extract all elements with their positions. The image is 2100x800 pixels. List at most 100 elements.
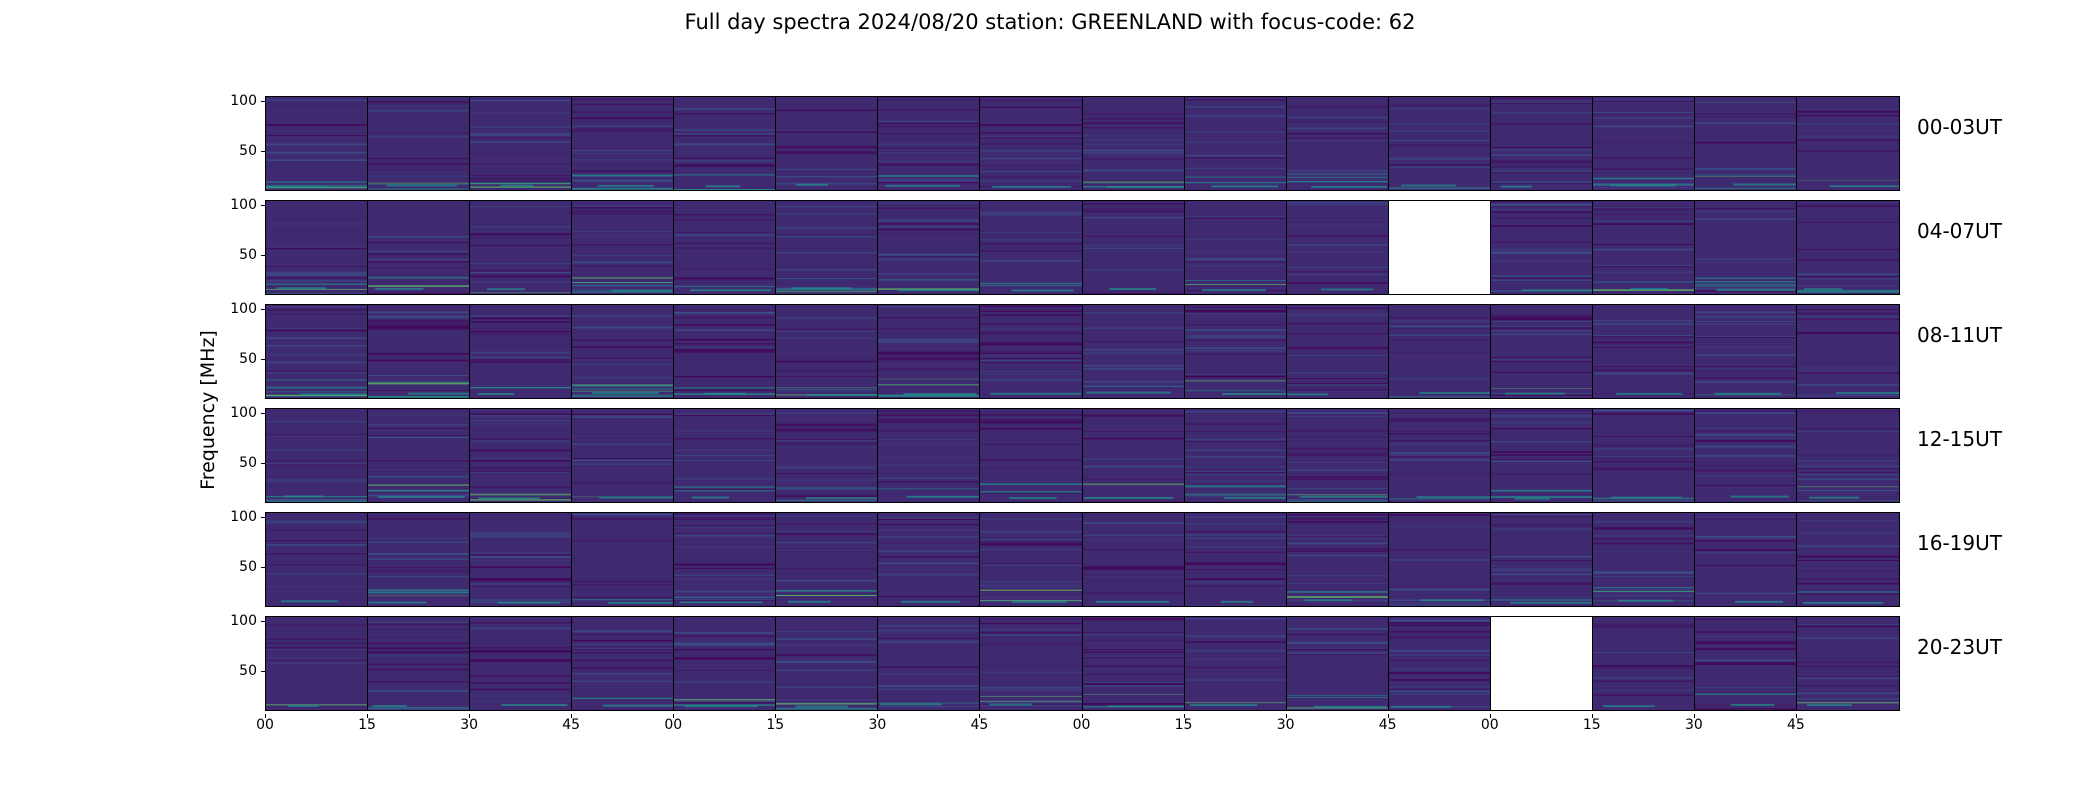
spectral-band	[776, 580, 879, 582]
low-frequency-band	[806, 497, 879, 500]
spectral-band	[1082, 684, 1185, 687]
spectrogram-image	[1796, 520, 1899, 604]
spectral-band	[1286, 416, 1389, 417]
spectral-band	[878, 229, 981, 231]
spectral-band	[674, 449, 777, 451]
spectral-band	[1592, 456, 1695, 458]
spectral-band	[1082, 575, 1185, 577]
spectral-band	[1796, 591, 1899, 593]
spectral-band	[1286, 315, 1389, 317]
spectrogram-image	[1796, 107, 1899, 188]
spectral-band	[1490, 454, 1593, 456]
spectral-band	[776, 515, 879, 517]
spectral-band	[1490, 582, 1593, 584]
y-tick-label: 100	[230, 509, 257, 525]
spectral-band	[1184, 563, 1287, 566]
spectral-band	[674, 346, 777, 349]
spectral-band	[980, 97, 1083, 98]
spectral-band	[776, 278, 879, 279]
spectral-band	[776, 707, 879, 710]
spectral-band	[1388, 526, 1491, 528]
spectral-band	[1082, 158, 1185, 160]
spectral-band	[878, 356, 981, 359]
spectrogram-panel	[1387, 304, 1492, 399]
spectral-band	[1388, 166, 1491, 168]
spectrogram-panel	[1183, 512, 1288, 607]
spectral-band	[1592, 457, 1695, 459]
spectral-band	[1694, 258, 1797, 260]
spectral-band	[878, 530, 981, 531]
spectrogram-image	[1796, 410, 1899, 502]
low-frequency-band	[1320, 288, 1374, 291]
spectral-band	[572, 363, 675, 366]
spectral-band	[776, 168, 879, 171]
low-frequency-band	[1618, 599, 1673, 602]
spectral-band	[1592, 220, 1695, 222]
spectral-band	[368, 381, 471, 383]
spectral-band	[674, 599, 777, 601]
low-frequency-band	[1299, 495, 1389, 498]
spectral-band	[1490, 205, 1593, 208]
spectrogram-panel	[775, 512, 880, 607]
spectral-band	[1592, 372, 1695, 375]
spectral-band	[470, 533, 573, 536]
spectral-band	[1388, 668, 1491, 671]
spectral-band	[572, 463, 675, 465]
low-frequency-band	[1802, 601, 1884, 604]
spectral-band	[674, 343, 777, 345]
spectral-band	[368, 651, 471, 653]
spectral-band	[1796, 273, 1899, 275]
spectral-band	[1082, 113, 1185, 115]
spectrogram-panel	[265, 616, 369, 711]
spectral-band	[1286, 271, 1389, 273]
spectral-band	[878, 395, 981, 397]
spectral-band	[572, 98, 675, 101]
spectral-band	[674, 430, 777, 432]
spectral-band	[1796, 248, 1899, 250]
spectral-band	[1490, 459, 1593, 461]
spectral-band	[776, 660, 879, 663]
spectral-band	[368, 323, 471, 326]
spectrogram-image	[1694, 410, 1797, 498]
spectral-band	[1286, 526, 1389, 528]
spectrogram-image	[674, 632, 777, 708]
spectral-band	[1490, 566, 1593, 567]
low-frequency-band	[1313, 705, 1386, 708]
spectral-band	[266, 479, 368, 481]
row-time-label: 08-11UT	[1917, 323, 2002, 347]
spectrogram-panel	[1693, 616, 1798, 711]
low-frequency-band	[680, 601, 763, 604]
spectral-band	[572, 129, 675, 132]
spectral-band	[878, 218, 981, 220]
spectral-band	[878, 358, 981, 361]
spectrogram-image	[470, 99, 573, 188]
spectral-band	[776, 532, 879, 534]
spectral-band	[980, 180, 1083, 182]
spectrogram-image	[1490, 513, 1593, 604]
spectral-band	[1796, 472, 1899, 474]
spectral-band	[1694, 448, 1797, 450]
spectral-band	[1796, 474, 1899, 476]
spectral-band	[1388, 514, 1491, 516]
spectral-band	[1592, 598, 1695, 600]
spectral-band	[980, 250, 1083, 252]
spectrogram-image	[368, 621, 471, 710]
spectral-band	[776, 702, 879, 705]
spectral-band	[1796, 316, 1899, 318]
spectral-band	[1592, 177, 1695, 180]
spectral-band	[470, 531, 573, 534]
spectral-band	[878, 573, 981, 575]
spectral-band	[1388, 420, 1491, 422]
spectral-band	[1388, 378, 1491, 380]
spectral-band	[1286, 313, 1389, 315]
spectral-band	[878, 642, 981, 644]
spectral-band	[1592, 323, 1695, 325]
spectral-band	[878, 673, 981, 675]
spectral-band	[368, 292, 471, 294]
x-tick-mark	[877, 714, 879, 718]
spectral-band	[470, 315, 573, 317]
spectrogram-image	[368, 101, 471, 190]
spectrogram-image	[980, 413, 1083, 500]
spectrogram-panel	[1081, 512, 1186, 607]
spectral-band	[1184, 480, 1287, 482]
